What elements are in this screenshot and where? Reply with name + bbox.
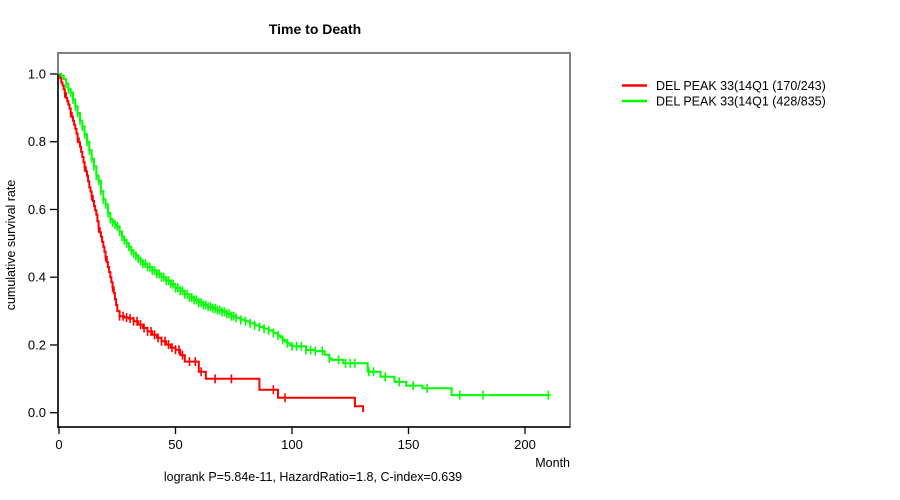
y-tick-label: 0.0 <box>28 405 46 420</box>
x-tick-label: 200 <box>514 437 536 452</box>
survival-curves <box>59 73 551 412</box>
legend-label-series2: DEL PEAK 33(14Q1 (428/835) <box>656 95 826 109</box>
chart-title: Time to Death <box>269 21 361 37</box>
y-tick-label: 1.0 <box>28 67 46 82</box>
stats-annotation: logrank P=5.84e-11, HazardRatio=1.8, C-i… <box>164 470 462 484</box>
legend: DEL PEAK 33(14Q1 (170/243) DEL PEAK 33(1… <box>622 79 826 109</box>
x-tick-label: 50 <box>168 437 182 452</box>
legend-label-series1: DEL PEAK 33(14Q1 (170/243) <box>656 79 826 93</box>
x-tick-label: 150 <box>398 437 420 452</box>
y-tick-label: 0.2 <box>28 337 46 352</box>
plot-box <box>57 52 571 428</box>
x-tick-label: 100 <box>281 437 303 452</box>
x-axis-label: Month <box>535 456 570 470</box>
x-tick-label: 0 <box>55 437 62 452</box>
y-tick-label: 0.4 <box>28 270 46 285</box>
y-axis-label: cumulative survival rate <box>4 180 18 311</box>
survival-curve-series1 <box>59 73 365 412</box>
y-tick-label: 0.8 <box>28 134 46 149</box>
survival-curve-series2 <box>59 73 551 397</box>
axis-ticks: 0 50 100 150 200 0.0 0.2 0.4 0.6 0.8 1.0 <box>28 67 536 453</box>
y-tick-label: 0.6 <box>28 202 46 217</box>
